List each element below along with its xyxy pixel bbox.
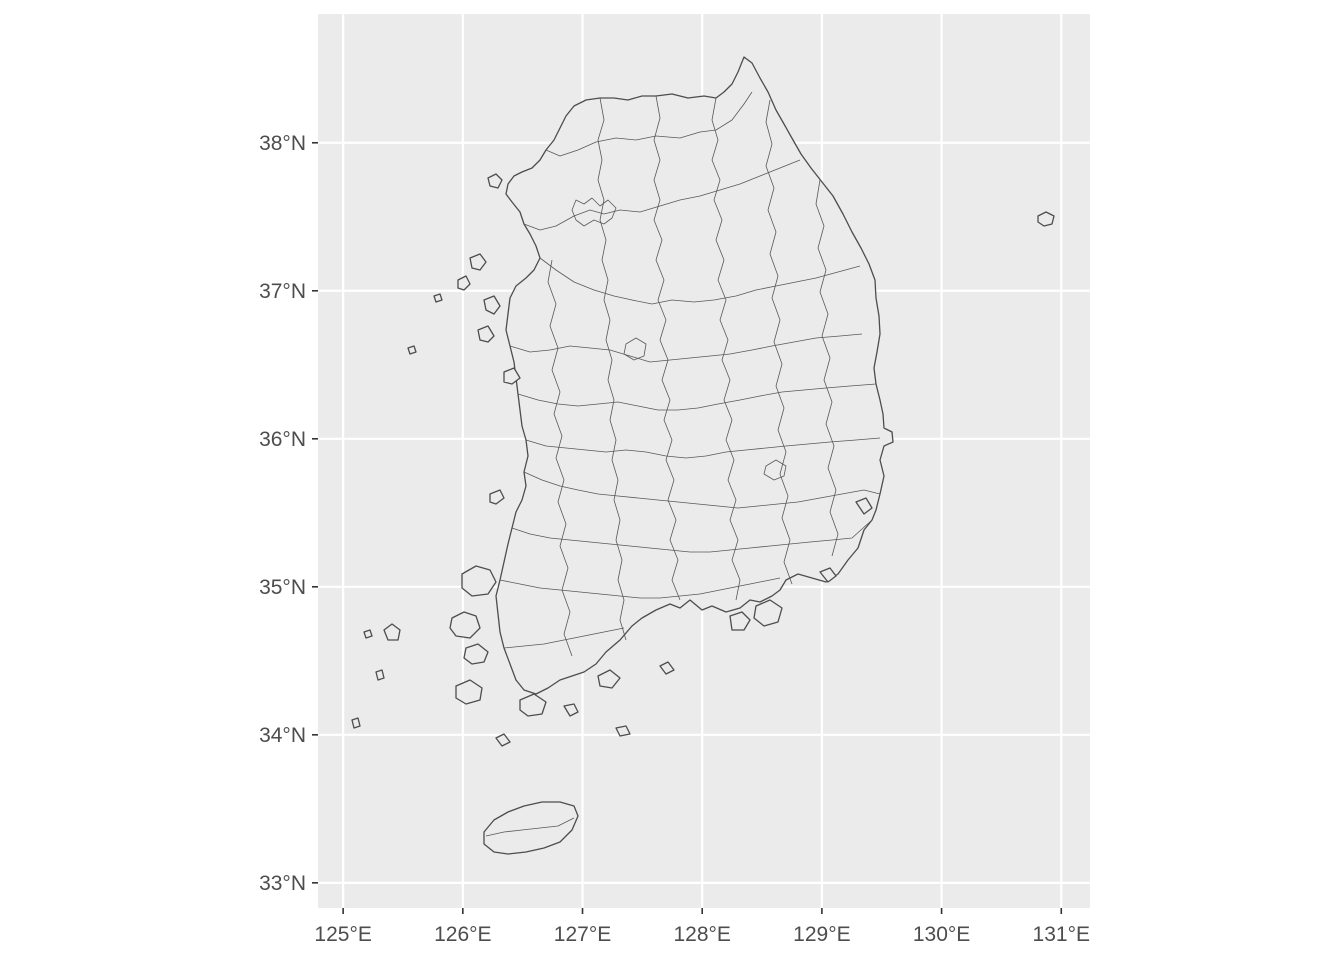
boundary-line <box>765 99 793 585</box>
island <box>483 295 501 315</box>
boundary-line <box>499 577 781 599</box>
boundary-line <box>711 97 741 601</box>
y-axis-tick-labels: 33°N 34°N 35°N 36°N 37°N 38°N <box>259 132 306 895</box>
administrative-boundaries <box>499 91 881 657</box>
small-islands <box>351 173 873 747</box>
island <box>563 703 579 717</box>
boundary-line <box>523 471 881 509</box>
island <box>469 253 487 271</box>
x-tick-label: 125°E <box>314 923 371 946</box>
island <box>351 717 361 729</box>
x-axis-tick-labels: 125°E 126°E 127°E 128°E 129°E 130°E 131°E <box>314 923 1090 946</box>
island <box>433 293 443 303</box>
y-tick-label: 37°N <box>259 280 306 303</box>
jeju-island <box>483 801 579 855</box>
boundary-line <box>539 257 861 305</box>
island <box>477 325 495 343</box>
island <box>457 275 471 291</box>
boundary-line <box>525 437 881 459</box>
x-tick-label: 130°E <box>913 923 970 946</box>
x-tick-label: 129°E <box>793 923 850 946</box>
x-tick-label: 127°E <box>554 923 611 946</box>
x-axis-ticks <box>342 908 1063 914</box>
x-tick-label: 131°E <box>1033 923 1090 946</box>
island <box>455 679 483 705</box>
y-tick-label: 36°N <box>259 428 306 451</box>
ulleungdo-island <box>1037 211 1055 227</box>
boundary-line <box>511 519 873 553</box>
island <box>487 173 503 189</box>
island <box>461 565 497 597</box>
island <box>729 611 751 631</box>
y-tick-label: 34°N <box>259 724 306 747</box>
boundary-line <box>517 383 877 411</box>
island <box>615 725 631 737</box>
island <box>375 669 385 681</box>
island <box>753 599 783 627</box>
island <box>503 367 521 385</box>
y-tick-label: 35°N <box>259 576 306 599</box>
island <box>449 611 481 639</box>
boundary-line <box>545 91 753 157</box>
boundary-line <box>509 333 863 363</box>
x-tick-label: 126°E <box>434 923 491 946</box>
korea-landmass <box>351 56 1055 855</box>
boundary-line <box>815 179 839 557</box>
island <box>597 669 621 689</box>
island <box>519 693 547 717</box>
y-tick-label: 38°N <box>259 132 306 155</box>
x-tick-label: 128°E <box>673 923 730 946</box>
boundary-line <box>597 97 627 641</box>
island <box>463 643 489 665</box>
boundary-line <box>523 159 801 231</box>
island <box>383 623 401 641</box>
boundary-line <box>571 197 617 227</box>
y-tick-label: 33°N <box>259 872 306 895</box>
mainland-outline <box>495 56 894 695</box>
boundary-line <box>623 337 647 361</box>
jeju-boundary <box>485 817 575 837</box>
boundary-line <box>653 95 681 601</box>
y-axis-ticks <box>312 141 318 884</box>
island <box>819 567 837 583</box>
island <box>407 345 417 355</box>
island <box>489 489 505 505</box>
boundary-line <box>763 459 787 481</box>
island <box>659 661 675 675</box>
island <box>495 733 511 747</box>
boundary-line <box>547 259 573 657</box>
island <box>855 497 873 515</box>
boundary-line <box>503 627 625 649</box>
island <box>363 629 373 639</box>
